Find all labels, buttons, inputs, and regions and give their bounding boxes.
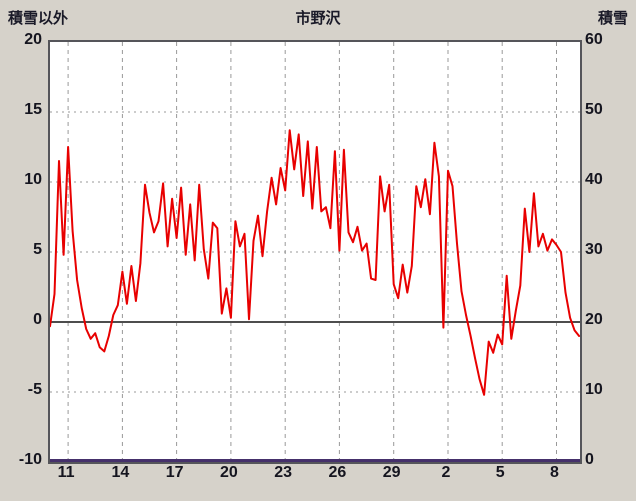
plot-area: [48, 40, 582, 464]
right-axis-title: 積雪: [597, 10, 628, 27]
left-axis-tick-label: 15: [24, 101, 42, 118]
chart-title: 市野沢: [295, 10, 341, 27]
left-axis-title: 積雪以外: [8, 10, 69, 27]
right-axis-tick-label: 30: [585, 241, 603, 258]
left-axis-tick-label: -5: [27, 381, 42, 398]
right-axis-tick-label: 50: [585, 101, 603, 118]
right-axis-tick-label: 0: [585, 451, 594, 468]
x-axis-tick-label: 8: [550, 464, 559, 481]
temperature-series: [50, 129, 580, 396]
x-axis-tick-label: 2: [441, 464, 451, 481]
left-axis-tick-label: 5: [33, 241, 42, 258]
chart-canvas: [50, 42, 580, 462]
right-axis-tick-label: 40: [585, 171, 603, 188]
left-axis-tick-label: -10: [18, 451, 42, 468]
right-axis-tick-label: 60: [585, 31, 603, 48]
x-axis-tick-label: 20: [219, 464, 238, 481]
x-axis-tick-label: 5: [495, 464, 505, 481]
x-axis-tick-label: 23: [274, 464, 293, 481]
right-axis-tick-label: 10: [585, 381, 603, 398]
right-axis-tick-label: 20: [585, 311, 603, 328]
x-axis-tick-label: 14: [111, 464, 130, 481]
x-axis-tick-label: 11: [57, 464, 75, 481]
x-axis-tick-label: 17: [165, 464, 184, 481]
x-axis-tick-label: 26: [328, 464, 347, 481]
x-axis-tick-label: 29: [382, 464, 401, 481]
left-axis-tick-label: 0: [33, 311, 42, 328]
left-axis-tick-label: 20: [24, 31, 42, 48]
left-axis-tick-label: 10: [24, 171, 42, 188]
